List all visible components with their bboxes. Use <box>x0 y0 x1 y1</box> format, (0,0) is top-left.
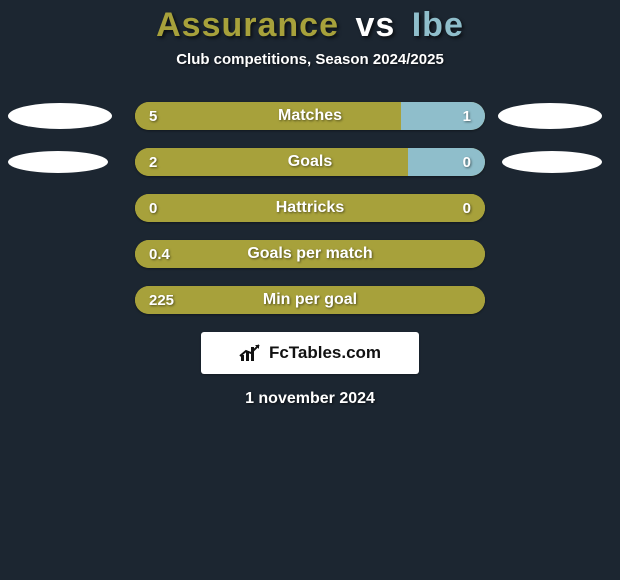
date-text: 1 november 2024 <box>0 390 620 408</box>
vs-text: vs <box>355 6 395 44</box>
stat-bar-right <box>408 148 485 176</box>
stats-rows: Matches51 Goals20 Hattricks00 Goals per mat… <box>0 102 620 314</box>
stat-row: Hattricks00 <box>0 194 620 222</box>
player2-name: Ibe <box>412 6 464 44</box>
player1-name: Assurance <box>156 6 339 44</box>
stat-bar-left <box>135 240 485 268</box>
subtitle: Club competitions, Season 2024/2025 <box>0 51 620 68</box>
stat-row: Matches51 <box>0 102 620 130</box>
stat-bar-left <box>135 286 485 314</box>
stat-bar: Min per goal225 <box>135 286 485 314</box>
stat-row: Goals20 <box>0 148 620 176</box>
stat-bar: Goals per match0.4 <box>135 240 485 268</box>
brand-badge[interactable]: FcTables.com <box>201 332 419 374</box>
player1-marker <box>8 103 112 129</box>
stat-bar-right <box>401 102 485 130</box>
stat-bar-left <box>135 102 401 130</box>
stat-bar: Matches51 <box>135 102 485 130</box>
stat-row: Min per goal225 <box>0 286 620 314</box>
player2-marker <box>502 151 602 173</box>
stat-bar: Goals20 <box>135 148 485 176</box>
player2-marker <box>498 103 602 129</box>
stat-bar-left <box>135 148 408 176</box>
brand-chart-icon <box>239 343 263 363</box>
stat-bar: Hattricks00 <box>135 194 485 222</box>
comparison-card: Assurance vs Ibe Club competitions, Seas… <box>0 0 620 580</box>
brand-text: FcTables.com <box>269 343 381 363</box>
page-title: Assurance vs Ibe <box>0 6 620 45</box>
stat-row: Goals per match0.4 <box>0 240 620 268</box>
stat-bar-left <box>135 194 485 222</box>
player1-marker <box>8 151 108 173</box>
